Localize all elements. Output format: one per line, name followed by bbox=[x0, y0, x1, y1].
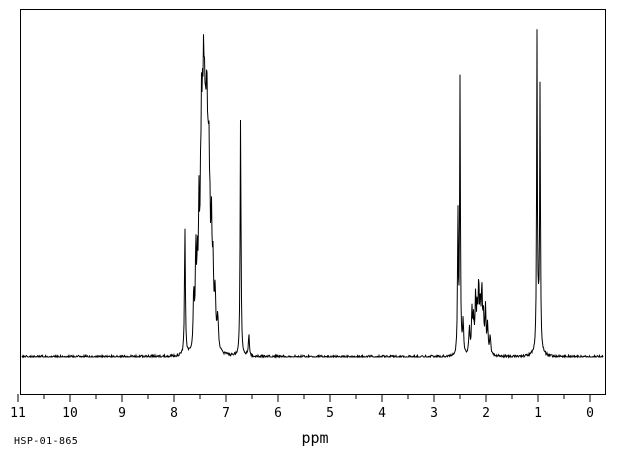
spectrum-trace bbox=[21, 29, 604, 359]
x-tick-label: 0 bbox=[586, 406, 594, 421]
x-tick-label: 4 bbox=[378, 406, 386, 421]
x-tick-label: 11 bbox=[10, 406, 26, 421]
plot-frame bbox=[20, 9, 606, 395]
x-tick-label: 5 bbox=[326, 406, 334, 421]
x-tick-label: 2 bbox=[482, 406, 490, 421]
x-tick-label: 7 bbox=[222, 406, 230, 421]
x-tick-label: 1 bbox=[534, 406, 542, 421]
x-tick-label: 9 bbox=[118, 406, 126, 421]
x-tick-label: 10 bbox=[62, 406, 78, 421]
x-tick-label: 8 bbox=[170, 406, 178, 421]
x-axis-tick-labels: 11 10 9 8 7 6 5 4 3 2 1 0 bbox=[10, 406, 594, 421]
sample-id-label: HSP-01-865 bbox=[14, 436, 78, 447]
x-tick-label: 3 bbox=[430, 406, 438, 421]
x-axis-ticks bbox=[17, 394, 591, 402]
x-axis-title: ppm bbox=[301, 429, 328, 447]
x-tick-label: 6 bbox=[274, 406, 282, 421]
